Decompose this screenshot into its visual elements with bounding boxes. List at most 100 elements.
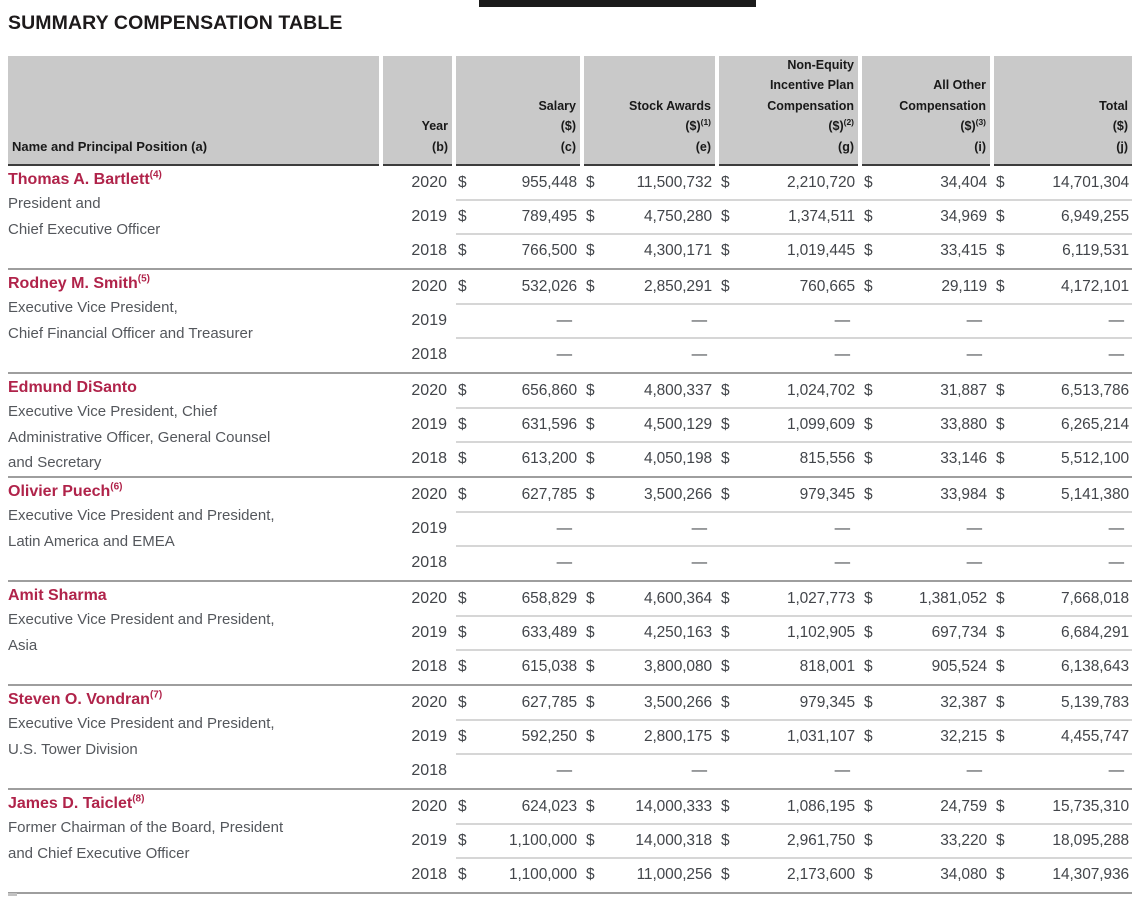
year-cell: 2020 [411, 382, 447, 399]
money-value: 818,001 [799, 658, 855, 675]
money-cell: $1,086,195 [719, 790, 858, 824]
money-value: 592,250 [521, 728, 577, 745]
currency-symbol: $ [586, 382, 595, 399]
currency-symbol: $ [996, 382, 1005, 399]
exec-group: James D. Taiclet(8) Former Chairman of th… [8, 790, 1132, 892]
money-value: 6,513,786 [1060, 382, 1129, 399]
header-line: (g) [838, 139, 854, 154]
header-footnote-sup: (1) [700, 116, 711, 127]
currency-symbol: $ [458, 590, 467, 607]
money-value: — [1108, 520, 1125, 537]
money-cell: $4,750,280 [584, 200, 715, 234]
exec-position-line: Latin America and EMEA [8, 532, 175, 550]
exec-name-sup: (8) [132, 793, 145, 805]
exec-position-line: Administrative Officer, General Counsel [8, 428, 271, 446]
year-cell: 2018 [411, 762, 447, 779]
money-value: 24,759 [940, 798, 987, 815]
currency-symbol: $ [864, 174, 873, 191]
currency-symbol: $ [721, 866, 730, 883]
exec-position-line: Executive Vice President and President, [8, 507, 275, 524]
money-cell: — [456, 512, 580, 546]
money-value: 3,500,266 [643, 486, 712, 503]
currency-symbol: $ [996, 866, 1005, 883]
currency-symbol: $ [458, 278, 467, 295]
money-cell: $5,139,783 [994, 686, 1132, 720]
money-value: 6,138,643 [1060, 658, 1129, 675]
row-separator [456, 337, 1132, 339]
exec-name-cell: Thomas A. Bartlett(4) President and Chief … [8, 166, 379, 268]
money-value: 2,961,750 [786, 832, 855, 849]
money-cell: $6,138,643 [994, 650, 1132, 684]
currency-symbol: $ [864, 590, 873, 607]
money-value: — [966, 312, 983, 329]
money-value: 3,800,080 [643, 658, 712, 675]
currency-symbol: $ [458, 694, 467, 711]
currency-symbol: $ [458, 382, 467, 399]
money-cell: $532,026 [456, 270, 580, 304]
year-cell: 2018 [411, 554, 447, 571]
exec-name-cell: Edmund DiSanto Executive Vice President, … [8, 374, 379, 476]
column-header-name: Name and Principal Position (a) [8, 56, 379, 166]
money-value: 624,023 [521, 798, 577, 815]
money-value: — [1108, 312, 1125, 329]
currency-symbol: $ [996, 242, 1005, 259]
money-value: 1,024,702 [786, 382, 855, 399]
currency-symbol: $ [996, 658, 1005, 675]
row-separator [456, 407, 1132, 409]
money-cell: $31,887 [862, 374, 990, 408]
money-value: 615,038 [521, 658, 577, 675]
exec-name: Rodney M. Smith [8, 275, 138, 292]
currency-symbol: $ [864, 658, 873, 675]
year-cell: 2018 [411, 346, 447, 363]
money-value: — [691, 554, 708, 571]
money-value: 5,139,783 [1060, 694, 1129, 711]
header-unit: ($) [685, 119, 701, 133]
money-value: 1,086,195 [786, 798, 855, 815]
money-value: 33,146 [940, 450, 987, 467]
money-cell: $4,050,198 [584, 442, 715, 476]
money-cell: $4,455,747 [994, 720, 1132, 754]
exec-name-line: Olivier Puech(6) [8, 481, 379, 503]
money-value: 4,455,747 [1060, 728, 1129, 745]
money-value: 34,969 [940, 208, 987, 225]
money-cell: — [994, 338, 1132, 372]
money-cell: $2,800,175 [584, 720, 715, 754]
year-cell: 2020 [411, 174, 447, 191]
money-cell: $29,119 [862, 270, 990, 304]
money-cell: $2,850,291 [584, 270, 715, 304]
currency-symbol: $ [458, 242, 467, 259]
exec-name-cell: James D. Taiclet(8) Former Chairman of th… [8, 790, 379, 892]
money-cell: $32,387 [862, 686, 990, 720]
currency-symbol: $ [996, 450, 1005, 467]
money-cell: — [862, 754, 990, 788]
money-value: 1,099,609 [786, 416, 855, 433]
money-value: 32,215 [940, 728, 987, 745]
exec-position-line: Chief Executive Officer [8, 220, 161, 238]
header-line: Compensation [767, 98, 854, 113]
money-value: 627,785 [521, 694, 577, 711]
year-cell: 2019 [411, 728, 447, 745]
exec-name-cell: Rodney M. Smith(5) Executive Vice Preside… [8, 270, 379, 372]
row-separator [456, 441, 1132, 443]
money-cell: $760,665 [719, 270, 858, 304]
money-cell: $1,027,773 [719, 582, 858, 616]
money-value: — [834, 346, 851, 363]
currency-symbol: $ [864, 278, 873, 295]
row-separator [456, 649, 1132, 651]
money-value: 2,173,600 [786, 866, 855, 883]
money-cell: $6,265,214 [994, 408, 1132, 442]
money-cell: $697,734 [862, 616, 990, 650]
money-value: 7,668,018 [1060, 590, 1129, 607]
money-value: — [556, 312, 573, 329]
currency-symbol: $ [458, 174, 467, 191]
exec-name-line: Edmund DiSanto [8, 377, 379, 399]
currency-symbol: $ [586, 658, 595, 675]
year-cell: 2020 [411, 486, 447, 503]
money-cell: $4,600,364 [584, 582, 715, 616]
money-value: 1,100,000 [508, 832, 577, 849]
money-value: 32,387 [940, 694, 987, 711]
money-value: 34,080 [940, 866, 987, 883]
money-cell: $979,345 [719, 478, 858, 512]
header-line: ($) [1112, 119, 1128, 133]
money-cell: $33,984 [862, 478, 990, 512]
